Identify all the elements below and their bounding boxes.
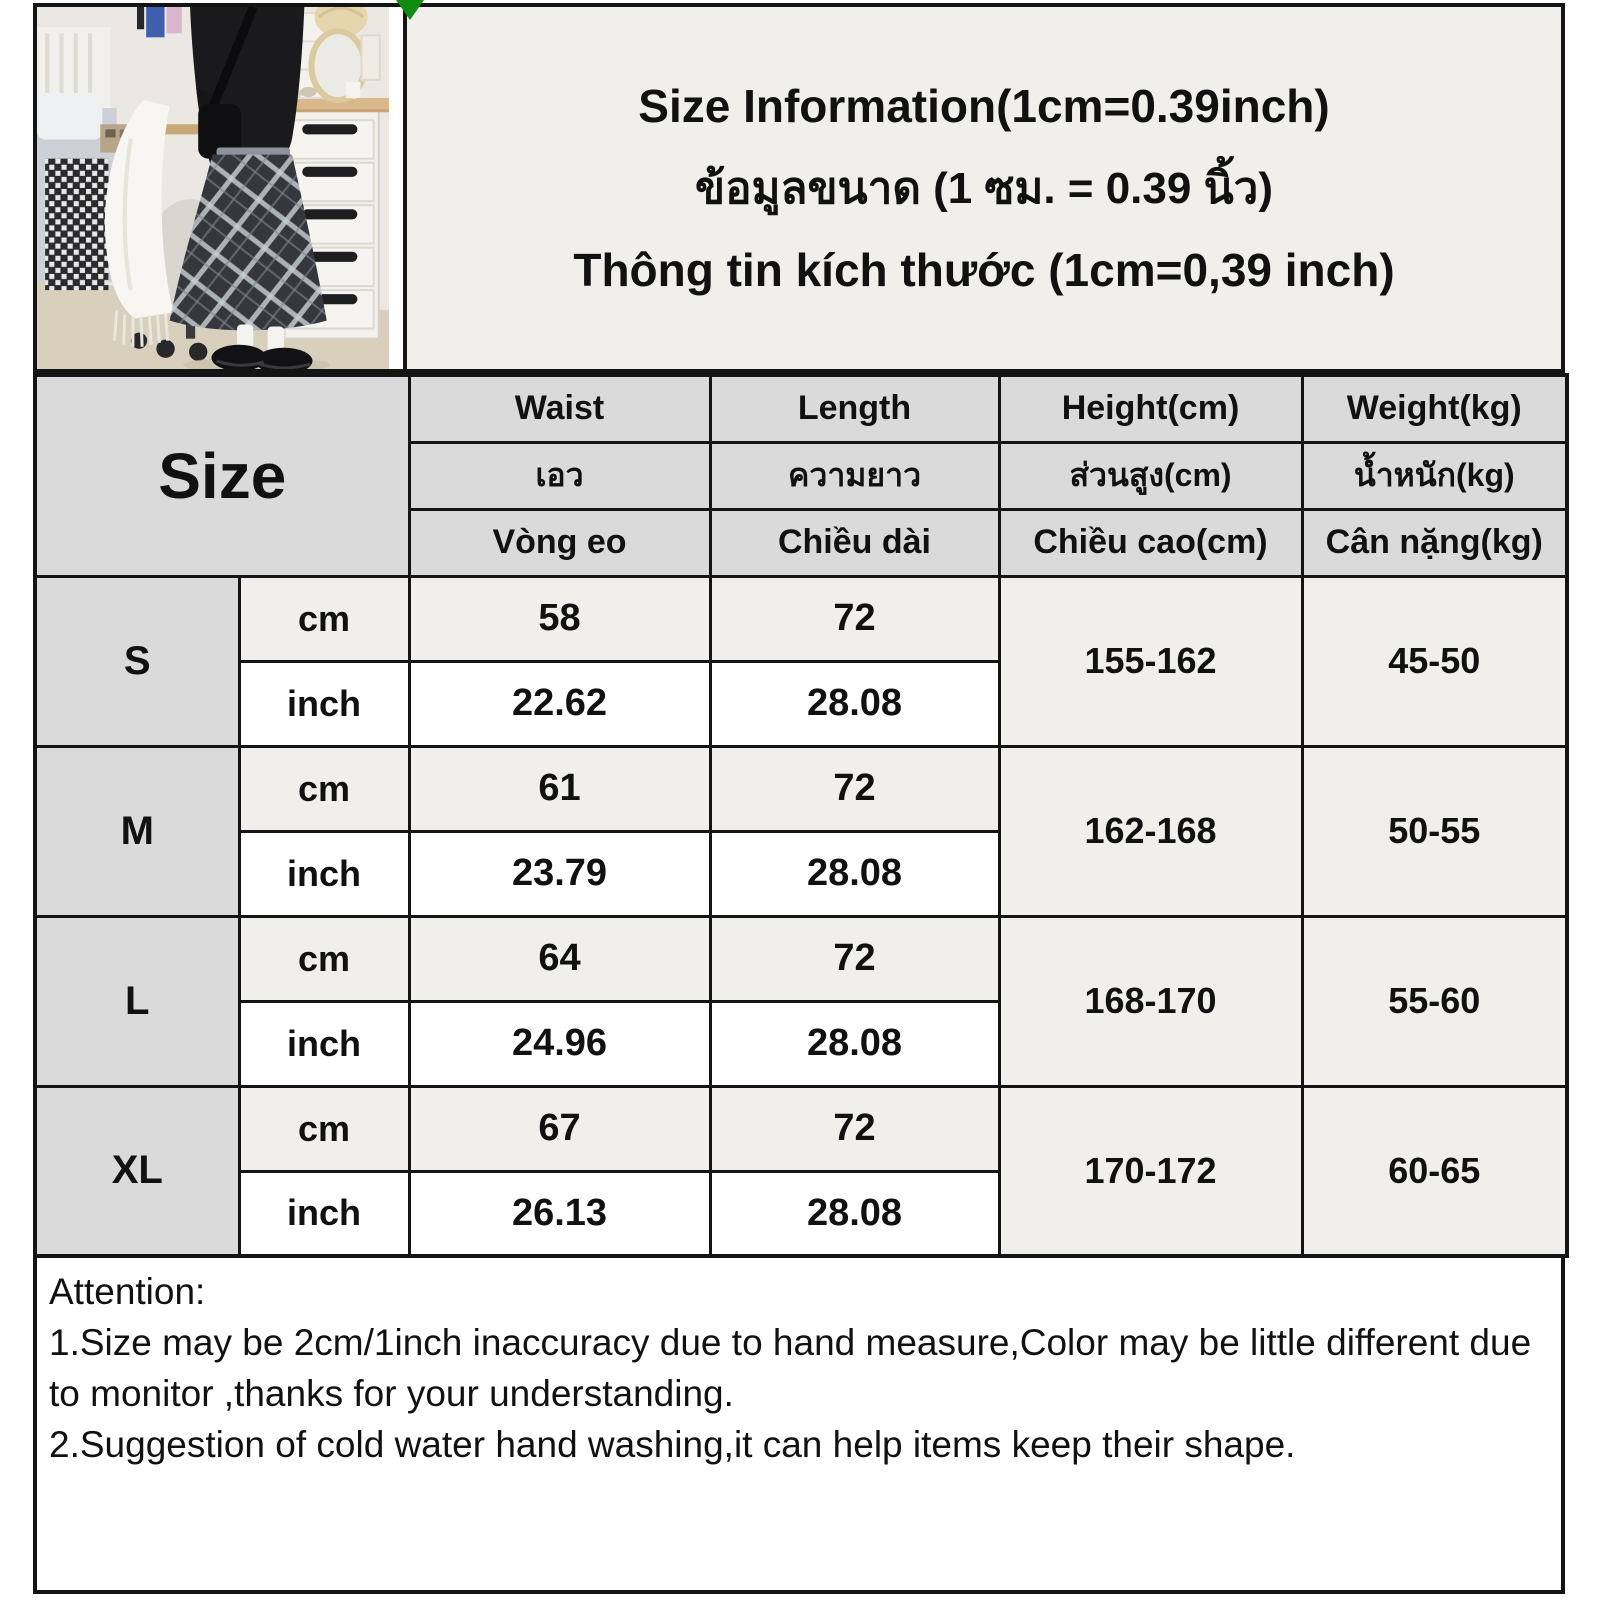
cell-s-length-inch: 28.08 bbox=[708, 659, 1001, 748]
shoe-right bbox=[255, 347, 313, 369]
cell-l-length-cm: 72 bbox=[708, 914, 1001, 1003]
sock-right bbox=[267, 326, 284, 355]
cell-s-unit-inch: inch bbox=[237, 659, 411, 748]
belt bbox=[216, 147, 291, 157]
cell-l-length-inch: 28.08 bbox=[708, 999, 1001, 1088]
header-height-th: ส่วนสูง(cm) bbox=[997, 440, 1304, 511]
attention-note-1: 1.Size may be 2cm/1inch inaccuracy due t… bbox=[49, 1322, 1532, 1415]
cell-l-waist-inch: 24.96 bbox=[407, 999, 712, 1088]
cell-xl-size: XL bbox=[33, 1084, 241, 1258]
attention-note-2: 2.Suggestion of cold water hand washing,… bbox=[49, 1424, 1296, 1466]
cell-s-waist-inch: 22.62 bbox=[407, 659, 712, 748]
cell-xl-waist-cm: 67 bbox=[407, 1084, 712, 1173]
bed bbox=[37, 27, 135, 291]
cell-xl-weight: 60-65 bbox=[1300, 1084, 1569, 1258]
cell-xl-length-inch: 28.08 bbox=[708, 1169, 1001, 1258]
cell-m-size: M bbox=[33, 744, 241, 918]
attention-notes: Attention: 1.Size may be 2cm/1inch inacc… bbox=[33, 1258, 1565, 1594]
cell-l-weight: 55-60 bbox=[1300, 914, 1569, 1088]
cell-l-size: L bbox=[33, 914, 241, 1088]
plaid-skirt bbox=[169, 154, 327, 331]
size-chart-sheet: Size Information(1cm=0.39inch) ข้อมูลขนา… bbox=[33, 0, 1569, 1594]
cell-xl-unit-cm: cm bbox=[237, 1084, 411, 1173]
model-figure bbox=[169, 7, 330, 369]
top-row: Size Information(1cm=0.39inch) ข้อมูลขนา… bbox=[33, 0, 1565, 373]
cell-m-weight: 50-55 bbox=[1300, 744, 1569, 918]
cell-xl-length-cm: 72 bbox=[708, 1084, 1001, 1173]
title-block: Size Information(1cm=0.39inch) ข้อมูลขนา… bbox=[407, 3, 1565, 373]
cell-l-unit-cm: cm bbox=[237, 914, 411, 1003]
cell-s-height: 155-162 bbox=[997, 574, 1304, 748]
header-waist-th: เอว bbox=[407, 440, 712, 511]
header-waist-vi: Vòng eo bbox=[407, 507, 712, 578]
header-height-en: Height(cm) bbox=[997, 373, 1304, 444]
cell-l-waist-cm: 64 bbox=[407, 914, 712, 1003]
header-length-en: Length bbox=[708, 373, 1001, 444]
cell-m-waist-inch: 23.79 bbox=[407, 829, 712, 918]
header-waist-en: Waist bbox=[407, 373, 712, 444]
header-weight-th: น้ำหนัก(kg) bbox=[1300, 440, 1569, 511]
cell-s-size: S bbox=[33, 574, 241, 748]
cell-s-unit-cm: cm bbox=[237, 574, 411, 663]
header-length-vi: Chiều dài bbox=[708, 507, 1001, 578]
product-photo-cell bbox=[33, 3, 407, 373]
cell-s-weight: 45-50 bbox=[1300, 574, 1569, 748]
header-length-th: ความยาว bbox=[708, 440, 1001, 511]
attention-heading: Attention: bbox=[49, 1271, 206, 1312]
size-table: Size Waist Length Height(cm) Weight(kg) … bbox=[33, 373, 1569, 1258]
header-height-vi: Chiều cao(cm) bbox=[997, 507, 1304, 578]
cell-xl-unit-inch: inch bbox=[237, 1169, 411, 1258]
header-weight-en: Weight(kg) bbox=[1300, 373, 1569, 444]
cell-m-unit-inch: inch bbox=[237, 829, 411, 918]
wall-posters bbox=[136, 7, 182, 38]
cell-s-waist-cm: 58 bbox=[407, 574, 712, 663]
title-line-english: Size Information(1cm=0.39inch) bbox=[638, 80, 1330, 132]
title-line-vietnamese: Thông tin kích thước (1cm=0,39 inch) bbox=[573, 244, 1395, 296]
cell-xl-waist-inch: 26.13 bbox=[407, 1169, 712, 1258]
cell-s-length-cm: 72 bbox=[708, 574, 1001, 663]
cell-m-length-inch: 28.08 bbox=[708, 829, 1001, 918]
cell-m-length-cm: 72 bbox=[708, 744, 1001, 833]
cell-m-waist-cm: 61 bbox=[407, 744, 712, 833]
bag-strap bbox=[208, 7, 258, 110]
cell-m-height: 162-168 bbox=[997, 744, 1304, 918]
product-photo-illustration bbox=[37, 7, 389, 369]
crossbody-bag bbox=[198, 104, 242, 159]
white-fringed-blanket bbox=[104, 100, 174, 347]
cell-l-height: 168-170 bbox=[997, 914, 1304, 1088]
cell-l-unit-inch: inch bbox=[237, 999, 411, 1088]
header-weight-vi: Cân nặng(kg) bbox=[1300, 507, 1569, 578]
cell-xl-height: 170-172 bbox=[997, 1084, 1304, 1258]
size-column-header: Size bbox=[33, 373, 411, 578]
cell-m-unit-cm: cm bbox=[237, 744, 411, 833]
title-line-thai: ข้อมูลขนาด (1 ซม. = 0.39 นิ้ว) bbox=[694, 164, 1273, 213]
